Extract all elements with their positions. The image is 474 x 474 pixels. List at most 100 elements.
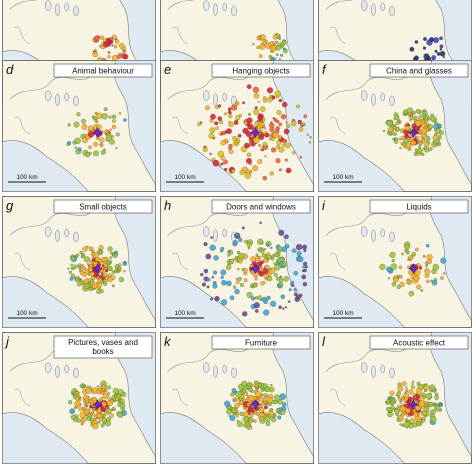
observation-point	[301, 274, 307, 280]
observation-point	[117, 389, 124, 396]
observation-point	[393, 400, 396, 403]
observation-point	[270, 383, 273, 387]
observation-point	[246, 242, 252, 248]
observation-point	[91, 282, 98, 289]
observation-point	[82, 399, 86, 403]
observation-point	[263, 126, 267, 130]
observation-point	[252, 86, 259, 93]
observation-point	[413, 275, 420, 282]
observation-point	[402, 381, 407, 386]
observation-point	[82, 137, 88, 144]
observation-point	[92, 423, 99, 430]
lake	[202, 226, 210, 237]
observation-point	[439, 44, 444, 49]
epicentre-marker	[249, 127, 261, 139]
observation-point	[238, 237, 243, 243]
observation-point	[430, 113, 434, 118]
observation-point	[300, 124, 304, 128]
observation-point	[70, 414, 76, 420]
observation-point	[404, 243, 411, 250]
observation-points	[200, 221, 308, 317]
observation-point	[235, 414, 239, 418]
observation-point	[94, 111, 98, 115]
observation-point	[256, 45, 260, 50]
observation-point	[418, 266, 423, 270]
observation-point	[419, 119, 423, 122]
observation-point	[279, 275, 283, 279]
observation-point	[285, 121, 288, 124]
observation-point	[281, 40, 287, 46]
observation-point	[261, 253, 267, 258]
observation-point	[224, 130, 229, 134]
observation-point	[268, 137, 272, 141]
observation-point	[433, 119, 437, 123]
observation-point	[79, 250, 83, 255]
panel-letter: k	[164, 334, 172, 349]
observation-point	[257, 295, 263, 301]
observation-point	[235, 233, 240, 237]
observation-point	[274, 252, 280, 258]
observation-point	[426, 254, 433, 261]
lake	[73, 5, 79, 17]
observation-point	[244, 172, 252, 179]
observation-point	[293, 271, 298, 276]
observation-point	[278, 99, 282, 103]
observation-point	[229, 415, 236, 421]
observation-point	[414, 396, 417, 399]
observation-point	[228, 250, 231, 253]
national-border	[167, 0, 196, 10]
observation-point	[429, 416, 437, 423]
observation-point	[118, 42, 125, 49]
observation-point	[97, 278, 103, 284]
observation-point	[258, 407, 265, 413]
observation-point	[228, 114, 233, 119]
observation-point	[89, 271, 95, 277]
observation-point	[400, 135, 405, 141]
observation-point	[281, 402, 287, 407]
observation-point	[109, 256, 113, 259]
observation-point	[259, 260, 264, 265]
observation-point	[228, 120, 231, 124]
panel-title: Pictures, vases and	[68, 338, 138, 347]
observation-point	[285, 244, 290, 249]
observation-point	[434, 405, 441, 412]
observation-point	[433, 403, 437, 407]
lake	[73, 95, 79, 107]
observation-point	[104, 267, 107, 270]
observation-point	[93, 271, 100, 277]
lake	[222, 2, 227, 12]
sea-ligurian	[160, 276, 247, 328]
observation-point	[83, 266, 87, 270]
observation-point	[391, 259, 395, 263]
observation-point	[82, 272, 87, 278]
observation-point	[80, 282, 84, 286]
observation-point	[98, 400, 102, 403]
observation-point	[275, 40, 279, 44]
observation-point	[238, 277, 242, 281]
observation-point	[281, 261, 288, 267]
observation-point	[421, 152, 425, 156]
observation-point	[210, 113, 216, 120]
observation-point	[298, 127, 304, 132]
observation-point	[277, 399, 283, 405]
lake	[202, 90, 210, 101]
lake	[389, 95, 395, 107]
observation-point	[256, 386, 259, 390]
observation-point	[69, 277, 74, 281]
observation-point	[212, 159, 220, 167]
observation-point	[415, 247, 419, 252]
observation-point	[258, 383, 263, 388]
observation-point	[233, 399, 236, 403]
observation-point	[261, 242, 264, 245]
observation-point	[417, 148, 423, 154]
observation-point	[406, 400, 410, 404]
observation-point	[263, 405, 268, 410]
observation-point	[424, 132, 428, 136]
lake	[380, 364, 385, 374]
observation-point	[224, 167, 228, 172]
lake	[371, 229, 376, 242]
observation-point	[73, 121, 80, 128]
observation-point	[239, 169, 245, 175]
observation-point	[273, 264, 281, 271]
observation-point	[96, 289, 101, 295]
